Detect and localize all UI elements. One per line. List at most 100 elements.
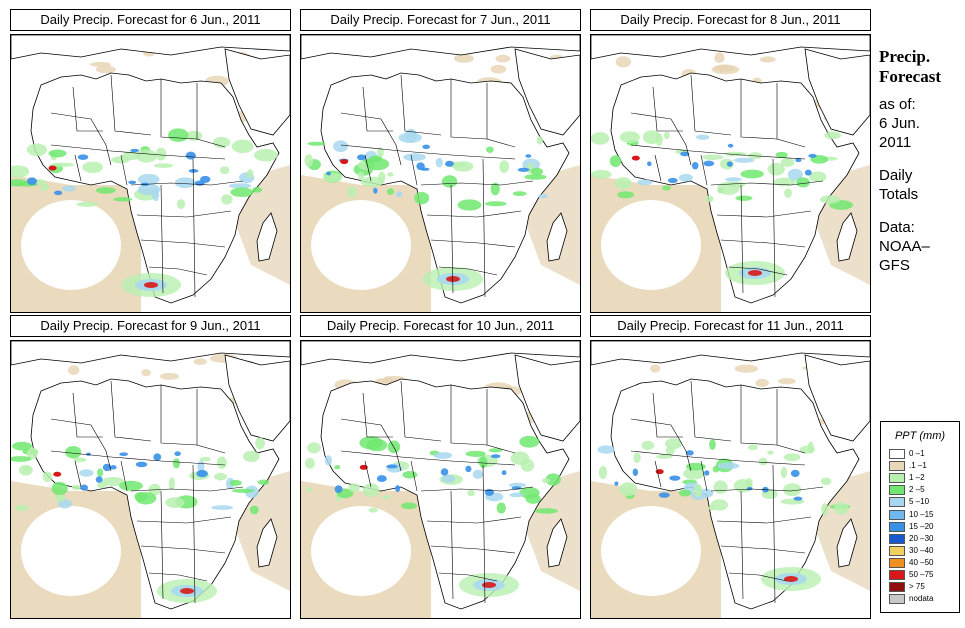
rain-cell xyxy=(740,169,764,179)
legend-item: 0 –1 xyxy=(889,449,959,460)
rain-cell xyxy=(747,444,758,451)
madagascar-outline xyxy=(256,518,278,568)
panel-title: Daily Precip. Forecast for 7 Jun., 2011 xyxy=(300,9,581,31)
daily-label: Daily xyxy=(879,167,913,184)
panel-title: Daily Precip. Forecast for 11 Jun., 2011 xyxy=(590,315,871,337)
heavy-rain-cell xyxy=(109,465,117,470)
rain-cell xyxy=(26,447,38,460)
rain-cell xyxy=(113,197,133,202)
rain-cell xyxy=(62,185,76,192)
heavy-rain-cell xyxy=(386,464,398,469)
rain-cell xyxy=(767,162,785,176)
country-border xyxy=(160,385,198,446)
rain-cell xyxy=(362,159,375,164)
rain-cell xyxy=(484,201,507,207)
arabia-outline xyxy=(804,354,870,442)
rain-cell xyxy=(307,141,326,146)
panel-title: Daily Precip. Forecast for 8 Jun., 2011 xyxy=(590,9,871,31)
rain-cell xyxy=(509,492,524,498)
country-border xyxy=(740,184,744,294)
heavy-rain-cell xyxy=(135,461,148,468)
rain-cell xyxy=(530,167,544,176)
country-border xyxy=(196,83,226,148)
country-border xyxy=(160,490,164,600)
europe-outline xyxy=(301,341,580,366)
data-source-2: GFS xyxy=(879,257,910,274)
rain-cell xyxy=(230,187,254,198)
heavy-rain-cell xyxy=(196,469,208,478)
heavy-rain-cell xyxy=(185,151,196,160)
country-border xyxy=(426,516,522,524)
rain-cell xyxy=(799,445,816,454)
heavy-rain-cell xyxy=(188,169,199,173)
country-border xyxy=(450,490,454,600)
heavy-rain-cell xyxy=(357,154,366,161)
rain-cell xyxy=(678,173,693,182)
rain-cell xyxy=(23,466,32,471)
legend-swatch xyxy=(889,582,905,593)
rain-cell xyxy=(433,452,453,459)
legend-label: .1 –1 xyxy=(909,461,927,471)
country-border xyxy=(130,180,244,186)
rain-cell xyxy=(401,502,417,510)
rain-cell xyxy=(796,177,810,188)
arabia-outline xyxy=(224,48,290,136)
legend-swatch xyxy=(889,594,905,605)
rain-cell xyxy=(152,187,160,202)
legend-item: 5 –10 xyxy=(889,497,959,508)
rain-cell xyxy=(214,472,228,481)
country-border xyxy=(486,389,516,454)
light-rain-patch xyxy=(68,365,80,376)
heavy-rain-cell xyxy=(395,485,401,493)
country-border xyxy=(400,74,442,136)
country-border xyxy=(110,380,152,442)
rain-cell xyxy=(541,478,550,484)
rain-cell xyxy=(512,191,527,197)
light-rain-patch xyxy=(649,364,661,373)
rain-cell xyxy=(508,482,527,488)
rain-cell xyxy=(219,166,230,175)
sidebar-title-line1: Precip. xyxy=(879,47,931,66)
country-border xyxy=(136,210,232,218)
data-label: Data: xyxy=(879,219,915,236)
rain-cell xyxy=(467,489,475,497)
country-border xyxy=(430,545,516,554)
rain-cell xyxy=(50,162,75,167)
rain-cell xyxy=(242,450,260,463)
heavy-rain-cell xyxy=(525,154,532,158)
rain-cell xyxy=(735,195,753,201)
country-border xyxy=(50,112,112,166)
country-border xyxy=(120,154,128,186)
country-border xyxy=(140,239,226,248)
rain-cell xyxy=(176,199,186,210)
heavy-rain-cell xyxy=(658,492,670,498)
country-border xyxy=(450,385,488,446)
legend-swatch xyxy=(889,533,905,544)
rain-cell xyxy=(168,128,189,142)
rain-cell xyxy=(216,456,227,469)
country-border xyxy=(340,112,402,166)
country-border xyxy=(196,389,226,454)
rain-cell xyxy=(71,484,82,491)
info-sidebar: Precip. Forecast as of: 6 Jun. 2011 Dail… xyxy=(879,47,965,275)
heavy-rain-cell xyxy=(334,485,343,494)
rain-cell xyxy=(307,442,321,454)
extreme-rain-cell xyxy=(748,270,762,276)
country-border xyxy=(720,239,806,248)
heavy-rain-cell xyxy=(484,488,495,496)
rain-cell xyxy=(305,486,313,492)
rain-cell xyxy=(819,195,841,204)
rain-cell xyxy=(172,458,180,469)
heavy-rain-cell xyxy=(746,486,753,491)
precip-map xyxy=(300,34,581,313)
legend-swatch xyxy=(889,473,905,484)
country-border xyxy=(148,572,208,582)
country-border xyxy=(74,460,82,488)
rain-cell xyxy=(231,488,255,493)
country-border xyxy=(740,385,778,446)
legend-item: 50 –75 xyxy=(889,570,959,581)
as-of-date: 6 Jun. xyxy=(879,115,920,132)
country-border xyxy=(772,464,776,604)
country-border xyxy=(364,154,372,182)
country-border xyxy=(192,464,196,604)
